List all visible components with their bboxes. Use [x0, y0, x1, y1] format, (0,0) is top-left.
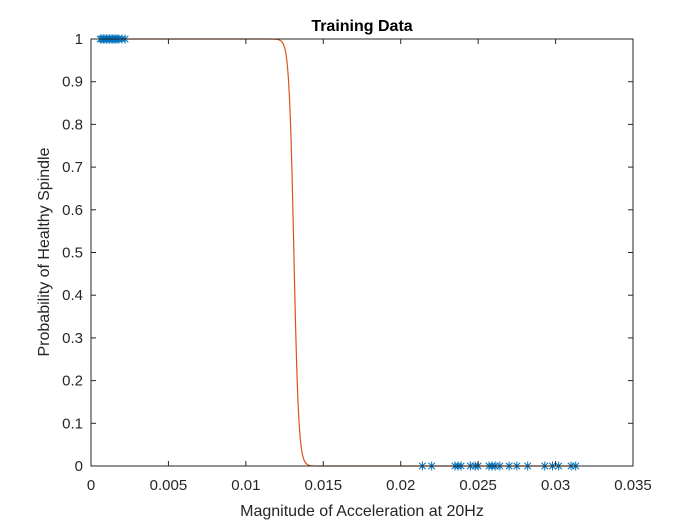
x-ticks: 0 0.005 0.01 0.015 0.02 0.025 0.03 0.035: [87, 39, 652, 494]
x-axis-label: Magnitude of Acceleration at 20Hz: [240, 503, 484, 520]
y-tick-label: 0.4: [62, 287, 83, 304]
y-tick-label: 0.6: [62, 202, 83, 219]
y-tick-label: 0.5: [62, 245, 83, 262]
x-tick-label: 0.015: [305, 477, 343, 494]
y-tick-label: 0.3: [62, 330, 83, 347]
y-tick-label: 0.1: [62, 415, 83, 432]
x-tick-label: 0: [87, 477, 95, 494]
y-tick-label: 0.2: [62, 373, 83, 390]
y-ticks: 0 0.1 0.2 0.3 0.4 0.5 0.6 0.7 0.8 0.9 1: [62, 31, 633, 475]
plot-area: [91, 39, 633, 466]
x-tick-label: 0.005: [150, 477, 188, 494]
y-tick-label: 0: [75, 458, 83, 475]
y-tick-label: 1: [75, 31, 83, 48]
x-tick-label: 0.03: [541, 477, 570, 494]
x-tick-label: 0.01: [231, 477, 260, 494]
x-tick-label: 0.035: [614, 477, 652, 494]
x-tick-label: 0.025: [459, 477, 497, 494]
y-tick-label: 0.7: [62, 159, 83, 176]
y-axis-label: Probability of Healthy Spindle: [36, 147, 53, 356]
x-tick-label: 0.02: [386, 477, 415, 494]
y-tick-label: 0.8: [62, 116, 83, 133]
chart-title: Training Data: [311, 18, 412, 35]
y-tick-label: 0.9: [62, 74, 83, 91]
